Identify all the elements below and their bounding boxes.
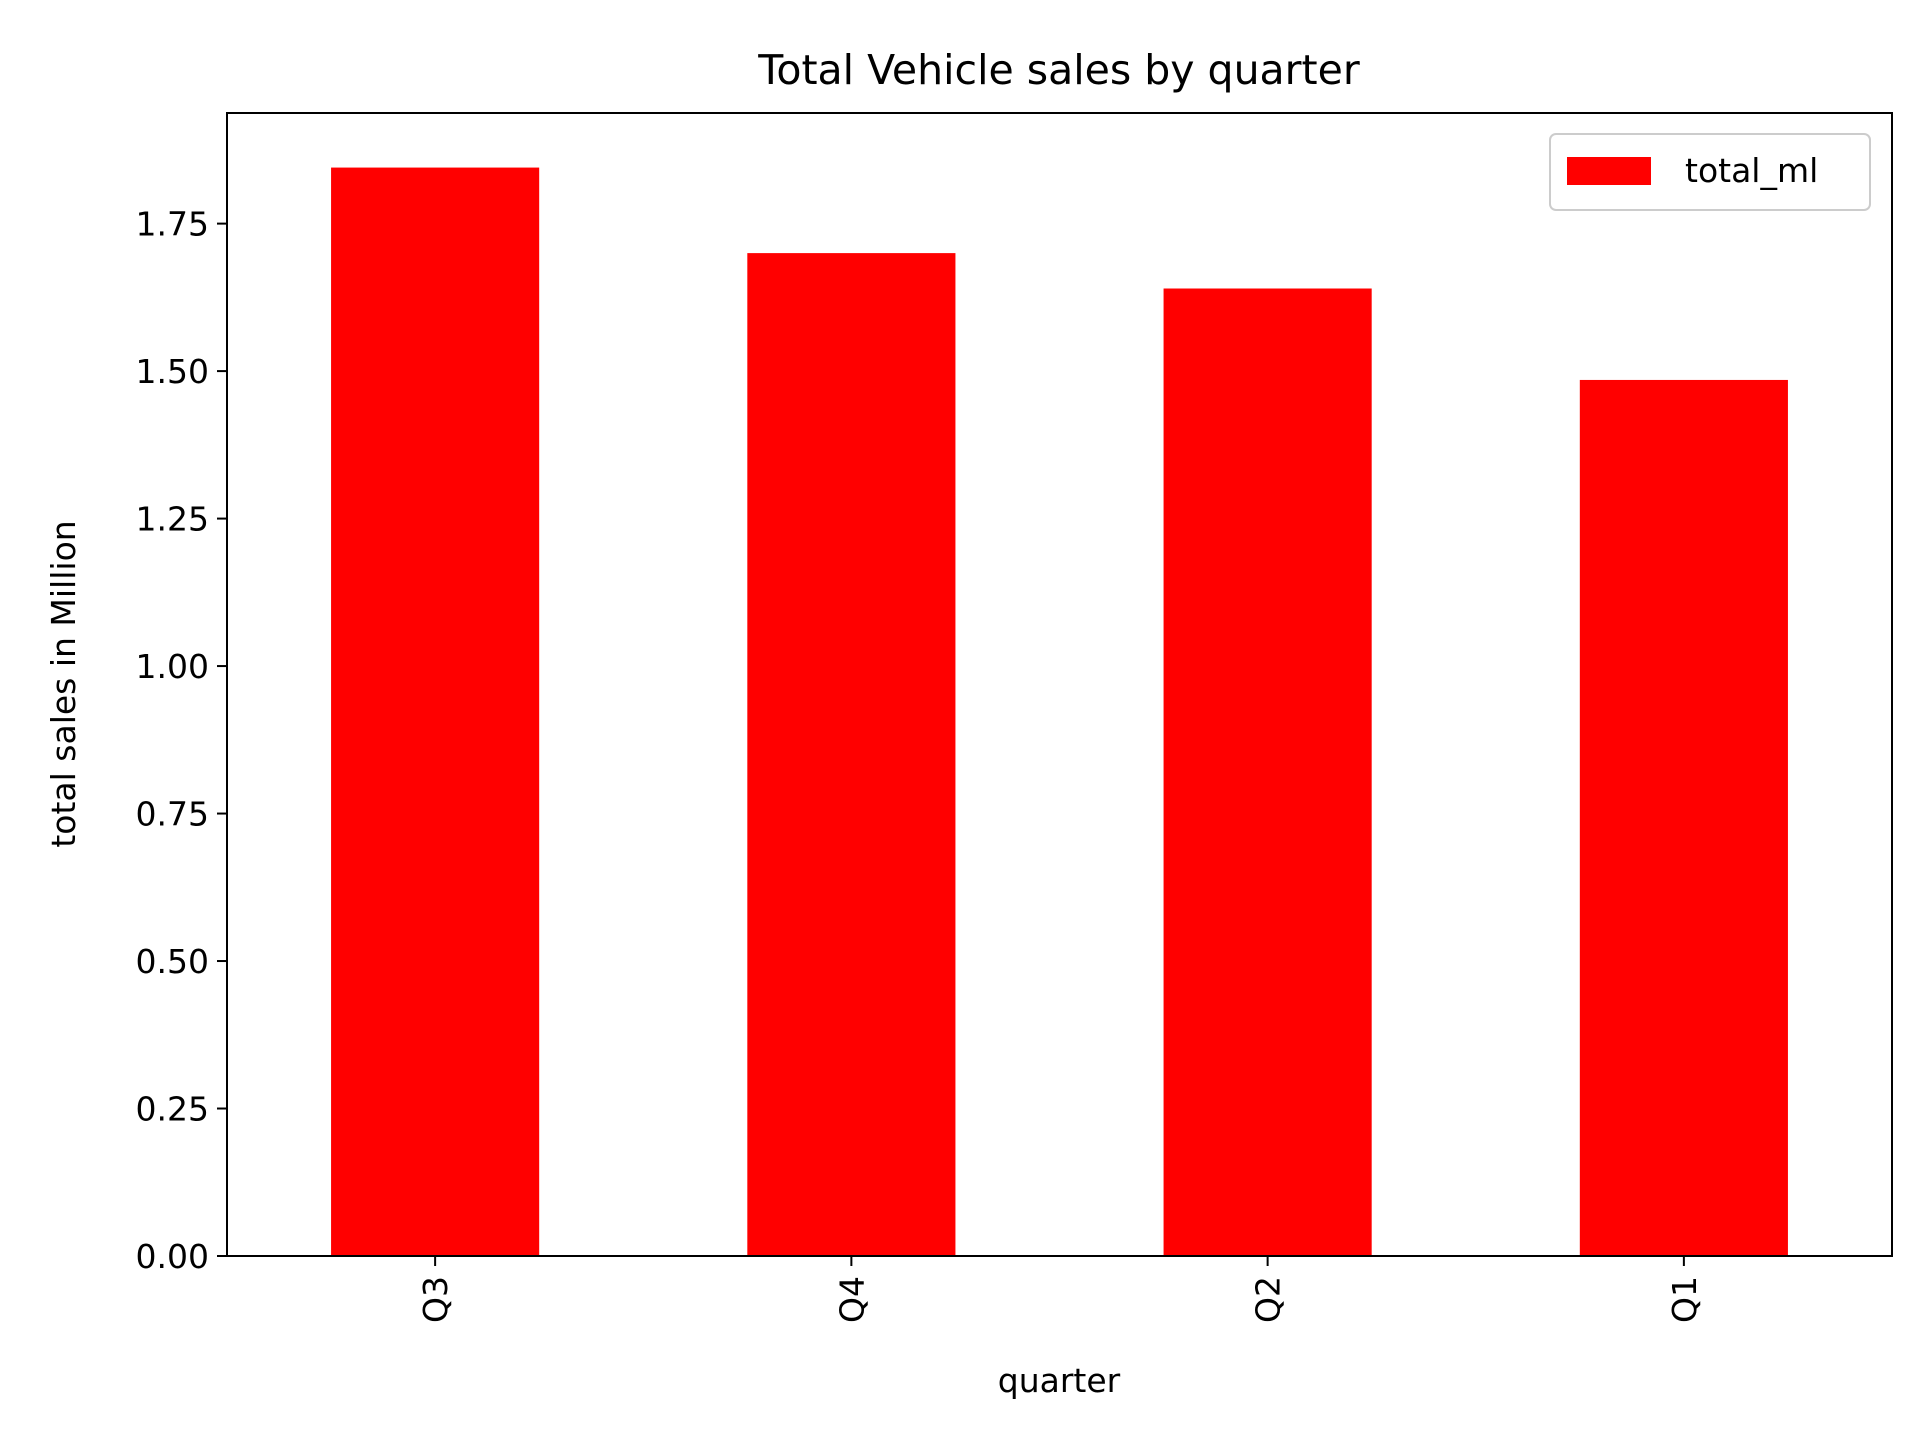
legend-label: total_ml — [1685, 151, 1818, 190]
bar-q4 — [747, 253, 956, 1256]
x-tick-label: Q2 — [1249, 1276, 1288, 1323]
legend-box — [1549, 133, 1871, 211]
y-tick-label: 0.75 — [136, 795, 209, 834]
x-tick-label: Q1 — [1665, 1276, 1704, 1323]
legend-swatch — [1567, 157, 1651, 185]
legend: total_ml — [1549, 133, 1871, 211]
bar-q3 — [331, 167, 540, 1256]
y-tick-label: 0.50 — [136, 942, 209, 981]
x-axis-label: quarter — [998, 1361, 1121, 1400]
chart-title: Total Vehicle sales by quarter — [757, 46, 1360, 94]
x-tick-label: Q4 — [832, 1276, 871, 1323]
y-tick-label: 0.25 — [136, 1090, 209, 1129]
x-tick-label: Q3 — [416, 1276, 455, 1323]
y-axis: 0.00 0.25 0.50 0.75 1.00 1.25 1.50 1.75 — [136, 205, 227, 1276]
plot-frame — [226, 112, 1893, 1257]
y-tick-label: 0.00 — [136, 1237, 209, 1276]
x-axis: Q3 Q4 Q2 Q1 — [416, 1256, 1704, 1323]
y-tick-label: 1.50 — [136, 352, 209, 391]
y-tick-label: 1.25 — [136, 500, 209, 539]
y-axis-label: total sales in Million — [44, 520, 83, 847]
bar-q2 — [1163, 288, 1372, 1256]
y-tick-label: 1.00 — [136, 647, 209, 686]
y-tick-label: 1.75 — [136, 205, 209, 244]
bars-group — [331, 167, 1788, 1256]
bar-q1 — [1579, 379, 1788, 1256]
